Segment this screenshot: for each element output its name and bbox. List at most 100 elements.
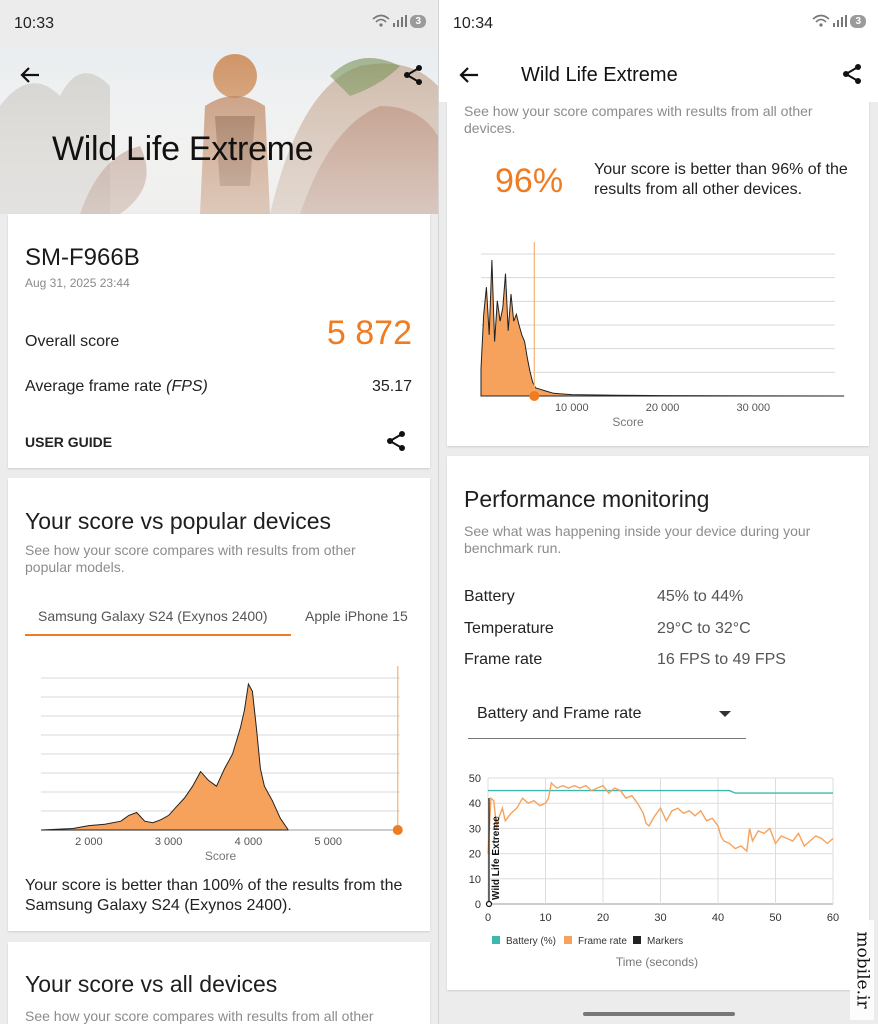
fps-value: 35.17 — [371, 378, 412, 395]
popular-title: Your score vs popular devices — [25, 508, 331, 534]
popular-distribution-chart: 2 000 3 000 4 000 5 000 Score — [40, 666, 403, 863]
screen-divider — [438, 0, 439, 1024]
share-icon[interactable] — [841, 63, 863, 85]
header-title: Wild Life Extreme — [521, 64, 678, 86]
y-tick-label: 50 — [469, 773, 481, 785]
legend-label: Markers — [647, 936, 683, 947]
x-tick-label: 4 000 — [235, 836, 263, 848]
signal-icon — [393, 15, 408, 27]
popular-result-text: Your score is better than 100% of the re… — [25, 877, 403, 914]
overall-score-label: Overall score — [25, 333, 120, 350]
legend-label: Frame rate — [578, 936, 627, 947]
x-tick-label: 30 000 — [736, 402, 770, 414]
chevron-down-icon — [719, 711, 731, 717]
app-header: Wild Life Extreme — [439, 46, 878, 102]
hero-artwork — [0, 46, 438, 214]
x-tick-label: 0 — [485, 912, 491, 924]
chart-type-dropdown[interactable]: Battery and Frame rate — [468, 692, 746, 739]
y-tick-label: 10 — [469, 874, 481, 886]
benchmark-marker-label: Wild Life Extreme — [491, 816, 502, 900]
status-bar: 10:33 3 — [0, 0, 438, 46]
x-tick-label: 2 000 — [75, 836, 103, 848]
all-devices-card: Your score vs all devices See how your s… — [8, 942, 430, 1024]
x-tick-label: 20 — [597, 912, 609, 924]
y-tick-label: 40 — [469, 798, 481, 810]
tab-iphone-15[interactable]: Apple iPhone 15 — [305, 608, 408, 624]
hero-title: Wild Life Extreme — [52, 130, 314, 168]
temperature-label: Temperature — [464, 620, 554, 637]
your-score-marker — [529, 391, 540, 401]
frame-rate-label: Frame rate — [464, 651, 543, 668]
status-bar: 10:34 3 — [439, 0, 878, 46]
device-score-card: SM-F966B Aug 31, 2025 23:44 Overall scor… — [8, 214, 430, 468]
x-tick-label: 30 — [654, 912, 666, 924]
x-tick-label: 20 000 — [646, 402, 680, 414]
distribution-area — [480, 259, 845, 397]
all-devices-subtitle: See how your score compares with results… — [464, 103, 813, 136]
legend-swatch — [564, 936, 572, 944]
all-devices-distribution-chart: 10 000 20 000 30 000 Score — [480, 242, 845, 429]
left-screen: 10:33 3 — [0, 0, 438, 1024]
legend-swatch — [633, 936, 641, 944]
x-tick-label: 40 — [712, 912, 724, 924]
status-time: 10:33 — [14, 15, 55, 32]
temperature-value: 29°C to 32°C — [657, 620, 751, 637]
right-screen: 10:34 3 See how your score compares with… — [439, 0, 878, 1024]
fps-label: Average frame rate (FPS) — [25, 378, 208, 396]
fps-unit: (FPS) — [166, 378, 208, 395]
all-devices-title: Your score vs all devices — [25, 971, 278, 997]
x-axis-label: Time (seconds) — [616, 955, 698, 969]
overall-score-value: 5 872 — [326, 314, 412, 352]
signal-icon — [833, 15, 848, 27]
fps-label-text: Average frame rate — [25, 378, 167, 395]
gesture-nav-bar — [583, 1012, 735, 1016]
device-name: SM-F966B — [25, 244, 140, 271]
performance-monitoring-card: Performance monitoring See what was happ… — [447, 456, 869, 990]
watermark-logo: mobile.ir — [850, 920, 874, 1020]
series-line — [487, 781, 834, 854]
all-devices-result-card: See how your score compares with results… — [447, 90, 869, 446]
frame-rate-value: 16 FPS to 49 FPS — [657, 651, 786, 668]
x-tick-label: 3 000 — [155, 836, 183, 848]
y-tick-label: 30 — [469, 823, 481, 835]
popular-subtitle: See how your score compares with results… — [25, 542, 356, 575]
back-arrow-icon[interactable] — [20, 66, 40, 84]
user-guide-link[interactable]: USER GUIDE — [25, 434, 113, 450]
legend-label: Battery (%) — [506, 936, 556, 947]
percentile-value: 96% — [495, 162, 564, 200]
back-arrow-icon[interactable] — [459, 66, 479, 84]
all-devices-subtitle: See how your score compares with results… — [25, 1008, 374, 1024]
popular-devices-card: Your score vs popular devices See how yo… — [8, 478, 430, 931]
battery-icon: 3 — [410, 14, 426, 28]
performance-chart: 0 10 20 30 40 50 0 10 20 30 40 50 60 Wild Life Extrem… — [469, 773, 839, 969]
share-icon[interactable] — [385, 430, 407, 452]
share-icon[interactable] — [402, 64, 424, 86]
battery-value: 45% to 44% — [657, 588, 744, 605]
x-tick-label: 10 — [539, 912, 551, 924]
performance-subtitle: See what was happening inside your devic… — [464, 523, 811, 556]
dropdown-value: Battery and Frame rate — [477, 705, 642, 722]
status-time: 10:34 — [453, 15, 494, 32]
performance-title: Performance monitoring — [464, 486, 710, 512]
percentile-text: Your score is better than 96% of the res… — [594, 161, 848, 198]
x-tick-label: 60 — [827, 912, 839, 924]
wifi-icon — [372, 14, 390, 27]
wifi-icon — [812, 14, 830, 27]
result-datetime: Aug 31, 2025 23:44 — [25, 276, 130, 290]
x-axis-label: Score — [205, 849, 237, 863]
x-tick-label: 10 000 — [555, 402, 589, 414]
x-axis-label: Score — [612, 415, 644, 429]
tab-samsung-s24[interactable]: Samsung Galaxy S24 (Exynos 2400) — [38, 608, 268, 624]
hero-banner: Wild Life Extreme — [0, 46, 438, 214]
distribution-area — [40, 682, 289, 831]
x-tick-label: 50 — [769, 912, 781, 924]
y-tick-label: 20 — [469, 849, 481, 861]
x-tick-label: 5 000 — [314, 836, 342, 848]
watermark-text: mobile.ir — [853, 931, 873, 1009]
y-tick-label: 0 — [475, 899, 481, 911]
your-score-marker — [392, 825, 403, 835]
series-line — [488, 789, 833, 794]
battery-label: Battery — [464, 588, 515, 605]
legend-swatch — [492, 936, 500, 944]
benchmark-marker-dot — [485, 900, 493, 908]
